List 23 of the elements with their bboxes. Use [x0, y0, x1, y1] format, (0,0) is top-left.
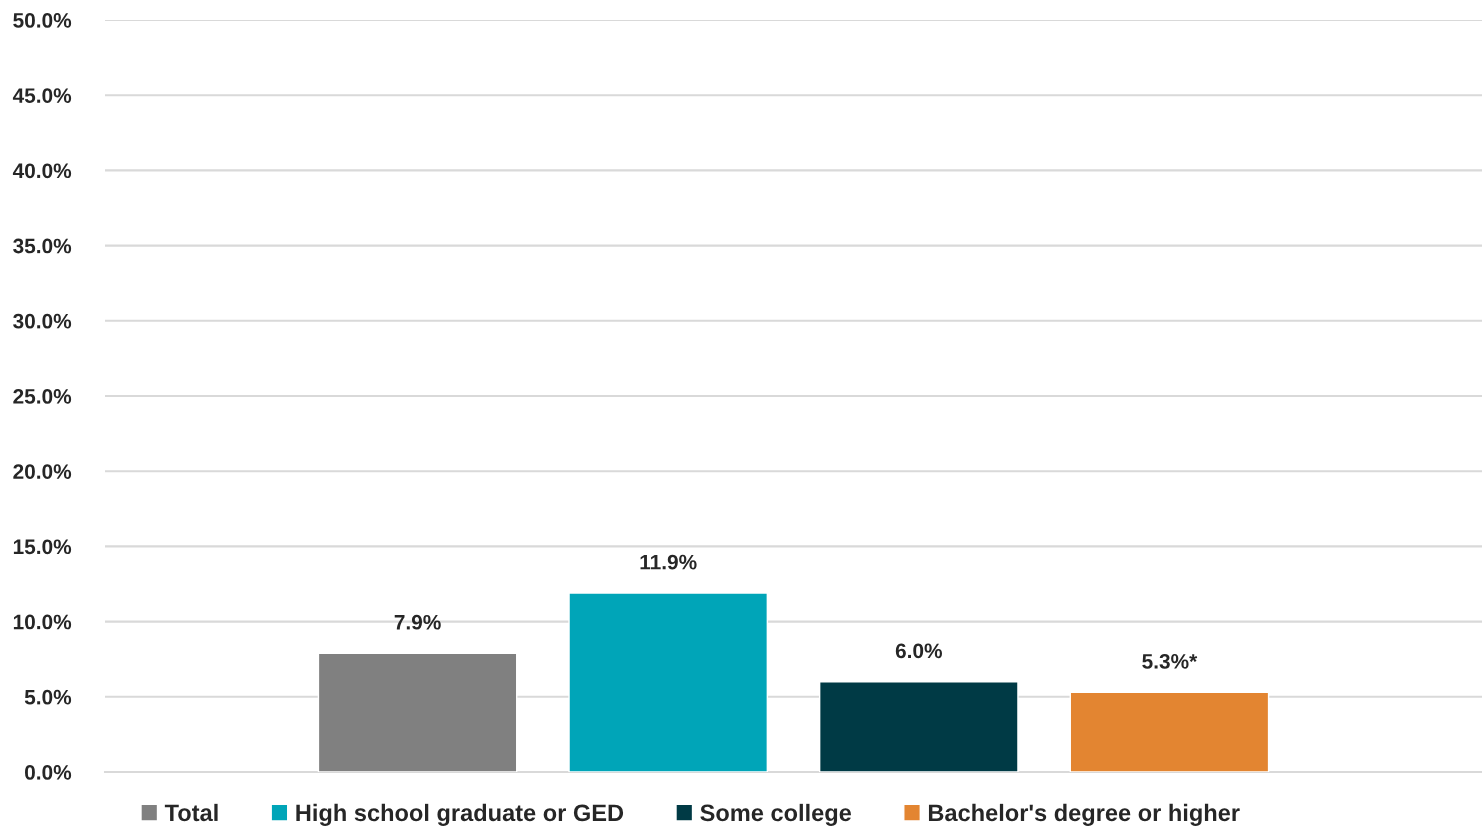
bar: [818, 681, 1019, 772]
y-tick-label: 15.0%: [13, 539, 72, 555]
legend-label: High school graduate or GED: [296, 803, 624, 826]
legend-label: Some college: [700, 803, 852, 826]
bar: [1069, 691, 1270, 772]
data-label: 5.3%*: [1142, 653, 1198, 669]
y-tick-label: 0.0%: [25, 765, 72, 780]
bar: [317, 652, 518, 772]
data-label: 11.9%: [640, 554, 697, 570]
y-tick-label: 50.0%: [13, 13, 72, 28]
y-tick-label: 20.0%: [13, 464, 72, 479]
bar: [568, 592, 769, 772]
y-tick-label: 25.0%: [13, 389, 72, 404]
y-tick-label: 45.0%: [12, 88, 72, 103]
data-label: 6.0%: [895, 643, 942, 659]
y-tick-label: 30.0%: [13, 313, 72, 329]
y-tick-label: 10.0%: [13, 614, 72, 630]
y-tick-label: 5.0%: [24, 689, 72, 705]
legend-label: Bachelor's degree or higher: [928, 803, 1240, 826]
y-tick-label: 35.0%: [13, 238, 72, 254]
data-label: 7.9%: [394, 614, 441, 630]
legend-label: Total: [164, 803, 218, 822]
y-tick-label: 40.0%: [12, 163, 72, 179]
